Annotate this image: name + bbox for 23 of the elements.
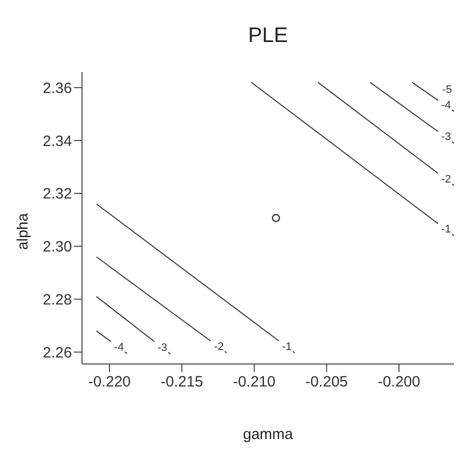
series-label: -1 (441, 224, 451, 236)
series-label: -3 (158, 342, 168, 354)
series-label: -2 (214, 340, 224, 353)
x-tick-label: -0.205 (305, 374, 348, 391)
y-axis-title: alpha (14, 212, 32, 252)
y-tick-label: 2.30 (42, 238, 72, 256)
series-label: -2 (441, 173, 451, 186)
x-tick-label: -0.210 (232, 374, 276, 391)
y-tick-label: 2.36 (42, 80, 72, 97)
series-label: -1 (282, 340, 292, 353)
x-tick-label: -0.200 (378, 374, 420, 391)
y-tick-label: 2.32 (42, 186, 72, 203)
series-label: -4 (441, 99, 451, 112)
chart-title: PLE (247, 24, 289, 48)
y-tick-label: 2.34 (42, 132, 72, 150)
series-label: -4 (114, 341, 124, 354)
x-axis-title: gamma (242, 426, 294, 443)
y-tick-label: 2.28 (42, 292, 72, 309)
series-label: -3 (441, 131, 451, 144)
x-tick-label: -0.220 (88, 374, 131, 391)
y-tick-label: 2.26 (42, 344, 72, 362)
annotation: -5 (442, 84, 452, 96)
x-tick-label: -0.215 (160, 374, 204, 391)
